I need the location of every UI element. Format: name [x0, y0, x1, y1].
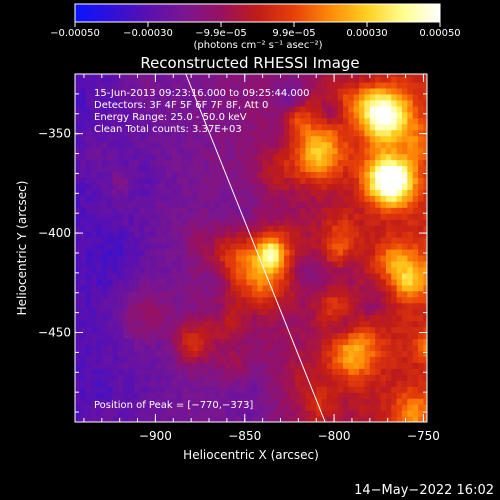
annotation-detectors: Detectors: 3F 4F 5F 6F 7F 8F, Att 0: [94, 100, 268, 111]
colorbar-tick-label: −0.00050: [50, 28, 100, 39]
colorbar-tick-label: −9.9e−05: [195, 28, 247, 39]
plot-frame: [74, 73, 428, 423]
annotation-clean: Clean Total counts: 3.37E+03: [94, 124, 242, 135]
x-tick-label: −850: [228, 429, 261, 443]
y-tick-label: −450: [38, 326, 71, 340]
colorbar-ticks: −0.00050 −0.00030 −9.9e−05 9.9e−05 0.00030 0.…: [50, 22, 461, 39]
x-tick-label: −900: [139, 429, 172, 443]
heatmap: [75, 74, 427, 422]
colorbar-units: (photons cm⁻² s⁻¹ asec⁻²): [193, 40, 322, 51]
peak-position-label: Position of Peak = [−770,−373]: [94, 400, 253, 411]
colorbar-tick-label: −0.00030: [123, 28, 173, 39]
plot-date: 14−May−2022 16:02: [354, 483, 494, 498]
x-tick-label: −750: [407, 429, 440, 443]
colorbar-tick-label: 0.00050: [419, 28, 460, 39]
y-tick-label: −400: [38, 226, 71, 240]
colorbar: [74, 3, 441, 23]
x-tick-label: −800: [318, 429, 351, 443]
chart-title: Reconstructed RHESSI Image: [140, 54, 359, 72]
colorbar-tick-label: 0.00030: [346, 28, 387, 39]
y-axis-label: Heliocentric Y (arcsec): [15, 181, 29, 316]
annotation-time: 15-Jun-2013 09:23:16.000 to 09:25:44.000: [94, 88, 310, 99]
solar-limb-line: [185, 74, 326, 422]
x-axis-label: Heliocentric X (arcsec): [183, 448, 319, 462]
x-axis-ticks: −900 −850 −800 −750: [83, 74, 440, 443]
y-axis-ticks: −350 −400 −450: [38, 93, 427, 413]
y-tick-label: −350: [38, 127, 71, 141]
colorbar-tick-label: 9.9e−05: [272, 28, 315, 39]
annotation-energy: Energy Range: 25.0 - 50.0 keV: [94, 112, 247, 123]
